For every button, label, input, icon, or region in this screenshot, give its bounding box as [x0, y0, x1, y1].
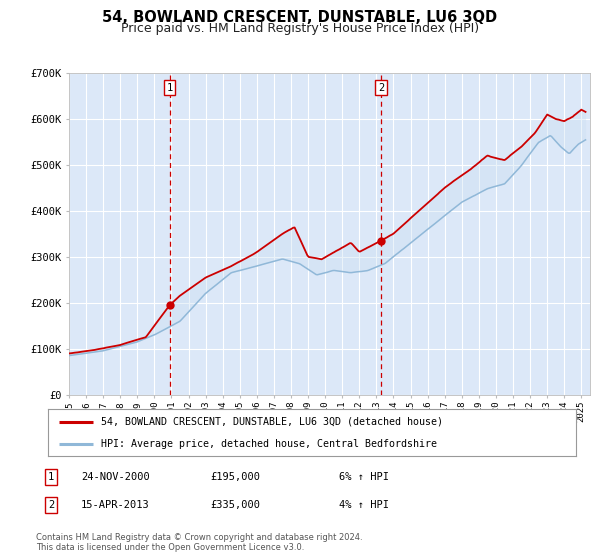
Text: This data is licensed under the Open Government Licence v3.0.: This data is licensed under the Open Gov…	[36, 543, 304, 552]
Text: 54, BOWLAND CRESCENT, DUNSTABLE, LU6 3QD: 54, BOWLAND CRESCENT, DUNSTABLE, LU6 3QD	[103, 10, 497, 25]
Text: Contains HM Land Registry data © Crown copyright and database right 2024.: Contains HM Land Registry data © Crown c…	[36, 533, 362, 542]
Text: 6% ↑ HPI: 6% ↑ HPI	[339, 472, 389, 482]
Text: 15-APR-2013: 15-APR-2013	[81, 500, 150, 510]
Text: 4% ↑ HPI: 4% ↑ HPI	[339, 500, 389, 510]
Text: 24-NOV-2000: 24-NOV-2000	[81, 472, 150, 482]
Text: 2: 2	[48, 500, 54, 510]
Text: 2: 2	[378, 82, 384, 92]
Text: £195,000: £195,000	[210, 472, 260, 482]
Text: Price paid vs. HM Land Registry's House Price Index (HPI): Price paid vs. HM Land Registry's House …	[121, 22, 479, 35]
Text: 1: 1	[48, 472, 54, 482]
Text: HPI: Average price, detached house, Central Bedfordshire: HPI: Average price, detached house, Cent…	[101, 438, 437, 449]
Text: £335,000: £335,000	[210, 500, 260, 510]
Text: 54, BOWLAND CRESCENT, DUNSTABLE, LU6 3QD (detached house): 54, BOWLAND CRESCENT, DUNSTABLE, LU6 3QD…	[101, 417, 443, 427]
Text: 1: 1	[167, 82, 173, 92]
